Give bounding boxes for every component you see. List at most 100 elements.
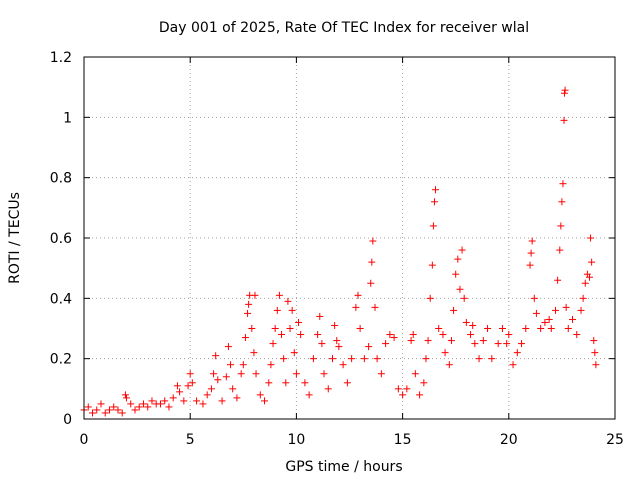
data-point (458, 246, 466, 254)
data-point (403, 385, 411, 393)
data-point (275, 291, 283, 299)
data-point (250, 349, 258, 357)
data-point (560, 89, 568, 97)
data-point (135, 403, 143, 411)
grid-lines (84, 57, 615, 419)
data-point (428, 261, 436, 269)
data-point (475, 355, 483, 363)
data-point (484, 325, 492, 332)
y-tick-label: 0.8 (50, 171, 72, 187)
data-point (148, 397, 156, 405)
data-point (564, 325, 572, 332)
data-point (139, 400, 147, 408)
data-point (426, 294, 434, 302)
data-point (394, 385, 402, 393)
data-point (271, 325, 279, 332)
x-tick-label: 15 (394, 432, 412, 448)
data-point (460, 294, 468, 302)
data-point (498, 325, 506, 332)
data-point (256, 391, 264, 399)
data-point (244, 309, 252, 317)
x-tick-labels: 0 5 10 15 20 25 (80, 432, 624, 448)
data-point (561, 86, 569, 94)
data-point (224, 343, 232, 351)
data-point (110, 403, 118, 411)
data-point (587, 234, 595, 242)
x-tick-label: 25 (606, 432, 624, 448)
data-point (121, 391, 129, 399)
data-point (93, 406, 101, 414)
data-point (335, 343, 343, 351)
data-point (290, 349, 298, 357)
data-point (222, 373, 230, 381)
data-point (371, 303, 379, 311)
data-point (233, 394, 241, 402)
data-point (84, 403, 92, 411)
data-point (586, 273, 594, 281)
data-point (447, 337, 455, 345)
data-point (324, 385, 332, 393)
data-point (229, 385, 237, 393)
data-point (432, 186, 440, 194)
data-point (545, 315, 553, 323)
data-point (333, 337, 341, 345)
data-point (252, 370, 260, 378)
data-point (248, 325, 256, 332)
data-point (469, 321, 477, 329)
data-point (360, 355, 368, 363)
data-point (592, 361, 600, 369)
data-point (214, 376, 222, 384)
data-point (590, 337, 598, 345)
data-point (518, 340, 526, 348)
data-point (144, 403, 152, 411)
data-point (188, 379, 196, 387)
data-point (210, 370, 218, 378)
data-point (180, 397, 188, 405)
data-point (88, 409, 96, 417)
data-point (560, 116, 568, 124)
data-point (352, 303, 360, 311)
data-point (295, 318, 303, 326)
data-point (435, 325, 443, 332)
data-point (237, 370, 245, 378)
x-tick-label: 5 (186, 432, 195, 448)
data-point (441, 349, 449, 357)
data-point (245, 300, 253, 308)
data-point (316, 312, 324, 320)
data-point (184, 382, 192, 390)
data-point (588, 258, 596, 266)
data-point (280, 355, 288, 363)
data-point (409, 331, 417, 339)
data-point (552, 306, 560, 314)
data-point (424, 337, 432, 345)
data-point (114, 406, 122, 414)
data-point (269, 340, 277, 348)
data-point (430, 198, 438, 206)
data-point (541, 318, 549, 326)
data-point (297, 331, 305, 339)
chart-title: Day 001 of 2025, Rate Of TEC Index for r… (159, 20, 529, 36)
x-tick-label: 20 (500, 432, 518, 448)
data-point (339, 361, 347, 369)
data-point (562, 303, 570, 311)
data-point (292, 370, 300, 378)
data-point (122, 394, 130, 402)
data-point (581, 279, 589, 287)
data-point (265, 379, 273, 387)
data-point (173, 382, 181, 390)
data-point (267, 361, 275, 369)
data-point (329, 355, 337, 363)
data-point (368, 258, 376, 266)
y-tick-label: 1 (63, 110, 72, 126)
data-point (320, 370, 328, 378)
plot-frame (83, 56, 616, 420)
data-point (528, 237, 536, 245)
data-point (241, 334, 249, 342)
data-point (127, 400, 135, 408)
data-point (494, 340, 502, 348)
data-point (227, 361, 235, 369)
axis-ticks (83, 56, 616, 420)
data-point (212, 352, 220, 360)
x-tick-label: 10 (287, 432, 305, 448)
data-point (356, 325, 364, 332)
